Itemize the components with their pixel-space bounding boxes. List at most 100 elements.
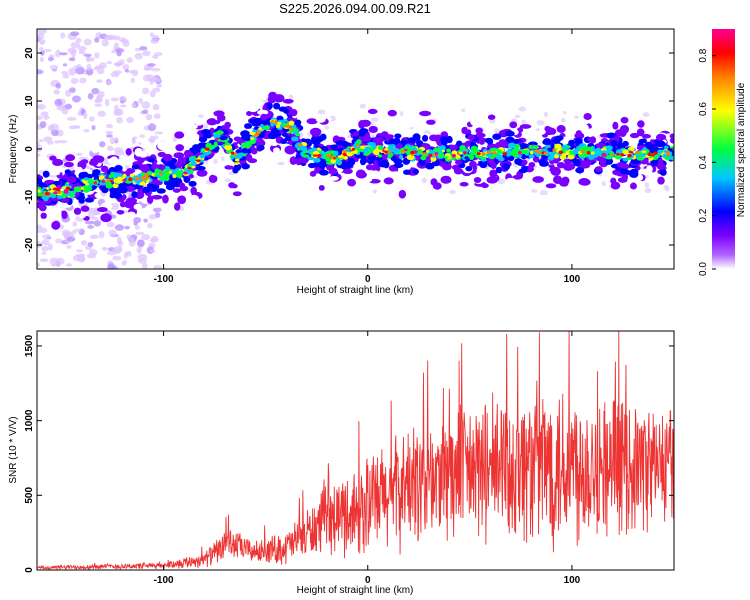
heatmap-noise-blob [153, 265, 162, 269]
heatmap-noise-blob [124, 68, 130, 73]
heatmap-cell [175, 144, 185, 152]
heatmap-cell [233, 136, 242, 142]
heatmap-noise-blob [49, 257, 59, 266]
heatmap-cell [330, 144, 338, 150]
heatmap-cell [69, 194, 75, 198]
heatmap-cell [144, 173, 149, 178]
heatmap-cell [484, 137, 494, 144]
heatmap-noise-blob [370, 117, 379, 122]
heatmap-cell [418, 158, 426, 166]
heatmap-noise-blob [40, 111, 49, 117]
heatmap-cell [614, 153, 622, 160]
heatmap-cell [177, 195, 187, 205]
heatmap-noise-blob [539, 190, 548, 196]
heatmap-cell [307, 162, 316, 169]
heatmap-cell [387, 109, 397, 117]
heatmap-noise-blob [116, 116, 123, 124]
heatmap-cell [479, 161, 488, 169]
heatmap-cell [123, 199, 136, 209]
heatmap-cell [426, 119, 436, 125]
heatmap-cell [616, 149, 623, 155]
heatmap-noise-blob [107, 146, 115, 151]
heatmap-cell [655, 133, 665, 142]
heatmap-cell [641, 150, 647, 154]
heatmap-cell [73, 186, 82, 191]
heatmap-noise-blob [96, 67, 105, 75]
heatmap-cell [669, 133, 674, 139]
heatmap-cell [274, 120, 278, 124]
heatmap-cell [384, 149, 388, 154]
heatmap-cell [250, 137, 255, 141]
heatmap-cell [63, 161, 74, 168]
heatmap-cell [231, 129, 241, 139]
heatmap-noise-blob [644, 182, 650, 189]
heatmap-noise-blob [40, 50, 45, 56]
heatmap-cell [594, 166, 603, 173]
heatmap-cell [626, 156, 632, 160]
heatmap-cell [203, 150, 210, 156]
heatmap-cell [84, 177, 89, 181]
heatmap-cell [122, 179, 127, 182]
heatmap-cell [294, 119, 302, 126]
heatmap-noise-blob [38, 39, 46, 44]
heatmap-noise-blob [114, 137, 119, 141]
heatmap-cell [164, 165, 170, 170]
heatmap-noise-blob [110, 71, 120, 78]
snr-ytick-label: 1000 [24, 409, 35, 432]
heatmap-cell [636, 156, 645, 161]
heatmap-cell [41, 195, 48, 200]
heatmap-cell [621, 172, 628, 181]
heatmap-cell [620, 116, 629, 124]
heatmap-cell [443, 110, 453, 116]
heatmap-cell [634, 151, 640, 154]
heatmap-cell [65, 154, 76, 162]
heatmap-noise-blob [128, 238, 136, 247]
heatmap-cell [230, 151, 235, 155]
heatmap-cell [396, 179, 405, 184]
heatmap-cell [228, 182, 236, 189]
heatmap-cell [108, 167, 118, 174]
heatmap-cell [559, 179, 569, 187]
heatmap-cell [116, 209, 125, 215]
heatmap-cell [203, 133, 212, 139]
heatmap-noise-blob [81, 240, 88, 246]
heatmap-cell [151, 194, 163, 200]
heatmap-cell [640, 138, 647, 144]
heatmap-cell [88, 202, 99, 208]
heatmap-cell [86, 140, 98, 150]
heatmap-noise-blob [154, 131, 164, 135]
heatmap-noise-blob [494, 128, 500, 134]
heatmap-cell [52, 180, 61, 186]
heatmap-noise-blob [96, 94, 103, 102]
heatmap-cell [49, 155, 57, 161]
heatmap-cell [142, 186, 150, 194]
heatmap-cell [640, 168, 649, 175]
heatmap-cell [363, 152, 370, 156]
heatmap-cell [53, 191, 58, 195]
heatmap-noise-blob [114, 150, 125, 156]
heatmap-noise-blob [67, 47, 77, 54]
heatmap-cell [403, 169, 411, 175]
heatmap-cell [125, 148, 132, 156]
heatmap-noise-blob [87, 225, 94, 229]
heatmap-noise-blob [78, 50, 86, 55]
heatmap-cell [519, 143, 529, 149]
heatmap-cell [367, 155, 377, 161]
heatmap-noise-blob [91, 87, 100, 95]
heatmap-noise-blob [106, 80, 113, 85]
heatmap-noise-blob [113, 109, 122, 116]
heatmap-cell [147, 157, 155, 163]
heatmap-cell [351, 147, 355, 151]
heatmap-noise-blob [449, 190, 457, 195]
heatmap-cell [489, 169, 498, 178]
heatmap-cell [228, 145, 232, 149]
heatmap-noise-blob [663, 184, 669, 191]
heatmap-cell [402, 157, 411, 165]
heatmap-noise-blob [83, 53, 92, 57]
heatmap-cell [211, 168, 223, 176]
heatmap-cell [547, 127, 557, 135]
heatmap-cell [249, 118, 259, 124]
heatmap-cell [531, 113, 540, 123]
heatmap-noise-blob [49, 123, 60, 131]
